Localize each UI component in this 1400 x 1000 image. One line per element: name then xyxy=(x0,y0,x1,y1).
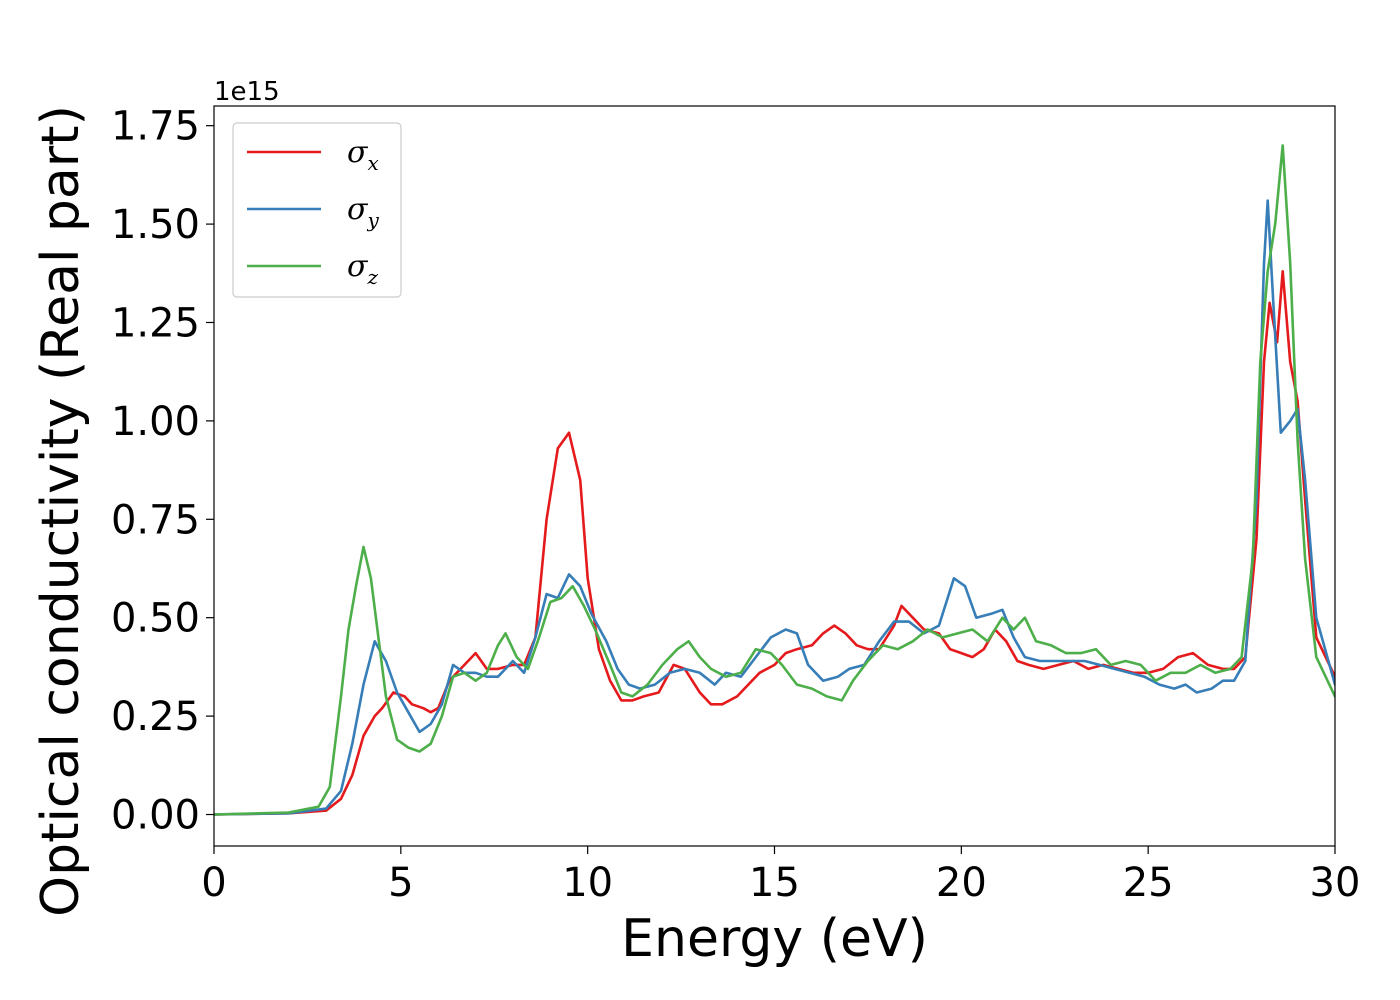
x-tick-label: 30 xyxy=(1310,860,1361,906)
y-tick-label: 0.00 xyxy=(111,793,200,839)
legend-label-sigma-x: σx xyxy=(347,135,379,175)
y-tick-label: 0.50 xyxy=(111,596,200,642)
y-tick-label: 1.25 xyxy=(111,300,200,346)
x-tick-label: 25 xyxy=(1123,860,1174,906)
series-layer xyxy=(214,144,1335,816)
x-tick-label: 5 xyxy=(388,860,413,906)
y-tick-label: 1.00 xyxy=(111,399,200,445)
y-tick-label: 1.50 xyxy=(111,202,200,248)
y-offset-label: 1e15 xyxy=(214,77,280,107)
y-tick-label: 0.75 xyxy=(111,497,200,543)
x-axis-title: Energy (eV) xyxy=(621,909,928,969)
series-line-sigma-x xyxy=(214,270,1335,816)
x-tick-label: 10 xyxy=(562,860,613,906)
x-tick-label: 15 xyxy=(749,860,800,906)
series-line-sigma-y xyxy=(214,199,1335,816)
y-axis-title: Optical conductivity (Real part) xyxy=(31,105,91,917)
series-line-sigma-z xyxy=(214,144,1335,816)
y-tick-label: 0.25 xyxy=(111,694,200,740)
x-tick-label: 20 xyxy=(936,860,987,906)
x-tick-label: 0 xyxy=(201,860,226,906)
y-tick-label: 1.75 xyxy=(111,104,200,150)
ticks-layer: 0 5 10 15 20 25 30 0.00 0.25 0.50 0.75 1.00 1.25 1.50… xyxy=(111,104,1361,906)
